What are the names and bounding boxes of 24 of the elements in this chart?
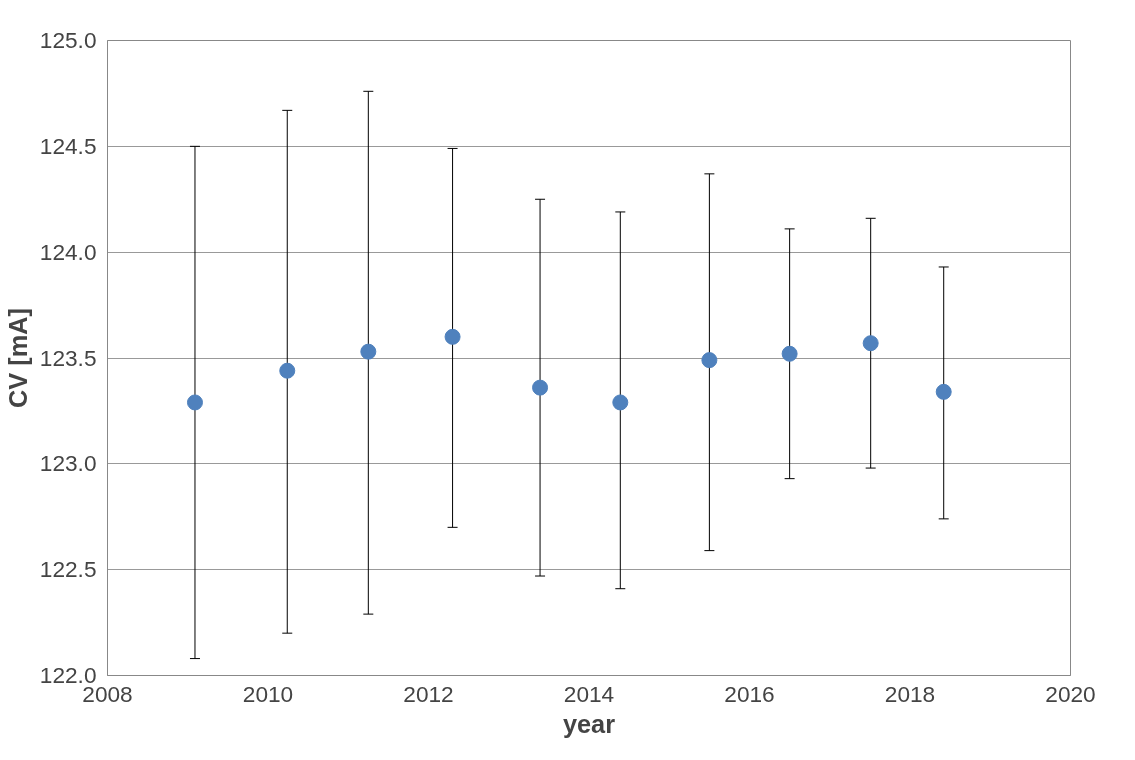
point <box>532 379 549 396</box>
point <box>186 394 203 411</box>
point <box>279 362 296 379</box>
x-tick-label: 2020 <box>1045 680 1096 707</box>
point <box>781 345 798 362</box>
point <box>444 328 461 345</box>
x-tick-label: 2014 <box>563 680 615 707</box>
point <box>862 335 879 352</box>
point <box>701 352 718 369</box>
y-axis-title: CV [mA] <box>3 308 32 408</box>
point <box>360 343 377 360</box>
y-tick-label: 122.5 <box>39 556 97 583</box>
point <box>935 383 952 400</box>
y-tick-label: 124.5 <box>39 132 97 159</box>
x-tick-label: 2010 <box>242 680 294 707</box>
point <box>612 394 629 411</box>
y-tick-label: 123.5 <box>39 344 97 371</box>
x-tick-label: 2012 <box>403 680 454 707</box>
y-tick-label: 124.0 <box>39 238 97 265</box>
x-tick-label: 2016 <box>724 680 775 707</box>
y-tick-label: 123.0 <box>39 450 97 477</box>
y-tick-label: 125.0 <box>39 27 97 53</box>
x-axis-title: year <box>562 709 616 738</box>
x-tick-label: 2018 <box>884 680 936 707</box>
